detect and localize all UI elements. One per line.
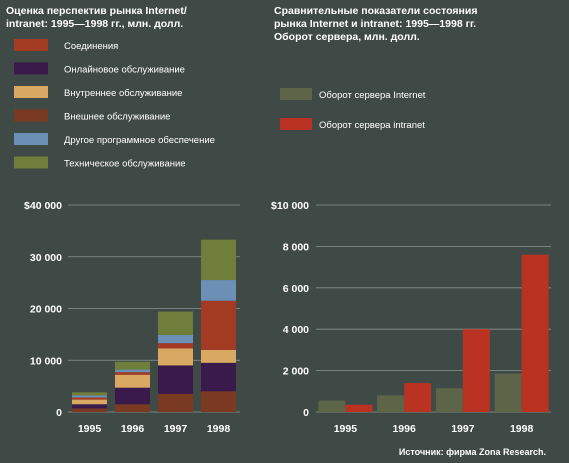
x-tick-label: 1996 bbox=[392, 423, 416, 435]
bar-segment bbox=[72, 392, 107, 396]
bar bbox=[345, 404, 373, 412]
bar-segment bbox=[158, 365, 193, 394]
chart-title-line: рынка Internet и intranet: 1995—1998 гг. bbox=[274, 18, 476, 30]
x-tick-label: 1997 bbox=[164, 423, 188, 435]
y-tick-label: 10 000 bbox=[30, 355, 62, 367]
bar-segment bbox=[72, 399, 107, 405]
chart-title-line: Оборот сервера, млн. долл. bbox=[274, 31, 420, 43]
bar-segment bbox=[72, 395, 107, 398]
x-tick-label: 1995 bbox=[78, 423, 102, 435]
bar-segment bbox=[201, 300, 236, 350]
legend-swatch bbox=[14, 109, 48, 122]
chart-title-line: Оценка перспектив рынка Internet/ bbox=[6, 5, 187, 17]
legend-label: Техническое обслуживание bbox=[64, 159, 186, 170]
bar-segment bbox=[115, 374, 150, 388]
bar bbox=[404, 383, 432, 412]
bar bbox=[462, 329, 490, 412]
y-tick-label: 6 000 bbox=[283, 283, 309, 295]
right-chart: Сравнительные показатели состояниярынка … bbox=[271, 5, 551, 435]
y-tick-label: 0 bbox=[303, 407, 309, 419]
legend-label: Оборот сервера intranet bbox=[319, 120, 425, 131]
y-tick-label: 0 bbox=[56, 407, 62, 419]
bar-segment bbox=[115, 387, 150, 405]
y-tick-label: $10 000 bbox=[271, 200, 309, 212]
bar bbox=[494, 373, 522, 412]
legend-swatch bbox=[14, 133, 48, 145]
chart-title-line: Сравнительные показатели состояния bbox=[274, 5, 477, 17]
bar-segment bbox=[158, 334, 193, 344]
legend-label: Внешнее обслуживание bbox=[64, 112, 170, 123]
x-tick-label: 1996 bbox=[121, 423, 145, 435]
bar-segment bbox=[201, 239, 236, 281]
bar bbox=[377, 395, 405, 412]
legend-label: Соединения bbox=[64, 41, 118, 52]
legend-swatch bbox=[14, 62, 48, 75]
y-tick-label: 30 000 bbox=[30, 252, 62, 264]
bar-segment bbox=[158, 343, 193, 349]
y-tick-label: 20 000 bbox=[30, 304, 62, 316]
source-note: Источник: фирма Zona Research. bbox=[399, 447, 546, 457]
bar-segment bbox=[201, 362, 236, 392]
bar-segment bbox=[201, 349, 236, 363]
bar-segment bbox=[72, 408, 107, 412]
y-tick-label: 8 000 bbox=[283, 241, 309, 253]
left-chart: Оценка перспектив рынка Internet/intrane… bbox=[6, 5, 240, 435]
x-tick-label: 1997 bbox=[451, 423, 475, 435]
bar-segment bbox=[201, 391, 236, 412]
legend-swatch bbox=[280, 118, 312, 130]
bar-segment bbox=[201, 280, 236, 301]
bar-segment bbox=[115, 361, 150, 370]
legend-label: Другое программное обеспечение bbox=[64, 135, 215, 146]
bar-segment bbox=[158, 311, 193, 335]
bar-segment bbox=[115, 372, 150, 375]
x-tick-label: 1998 bbox=[510, 423, 534, 435]
bar bbox=[521, 254, 549, 412]
legend-label: Онлайновое обслуживание bbox=[64, 65, 185, 76]
bar-segment bbox=[72, 404, 107, 409]
legend-swatch bbox=[14, 86, 48, 98]
bar bbox=[318, 400, 346, 412]
x-tick-label: 1998 bbox=[207, 423, 231, 435]
bar-segment bbox=[158, 348, 193, 366]
y-tick-label: 2 000 bbox=[283, 366, 309, 378]
legend-label: Оборот сервера Internet bbox=[319, 90, 426, 101]
legend-swatch bbox=[280, 88, 312, 100]
legend-swatch bbox=[14, 156, 48, 169]
bar-segment bbox=[72, 397, 107, 400]
chart-title-line: intranet: 1995—1998 гг., млн. долл. bbox=[6, 18, 183, 30]
bar bbox=[435, 388, 463, 412]
bar-segment bbox=[115, 404, 150, 412]
bar-segment bbox=[158, 393, 193, 412]
legend-label: Внутреннее обслуживание bbox=[64, 88, 182, 99]
y-tick-label: 4 000 bbox=[283, 324, 309, 336]
x-tick-label: 1995 bbox=[334, 423, 358, 435]
legend-swatch bbox=[14, 39, 48, 51]
bar-segment bbox=[115, 369, 150, 373]
y-tick-label: $40 000 bbox=[24, 200, 62, 212]
